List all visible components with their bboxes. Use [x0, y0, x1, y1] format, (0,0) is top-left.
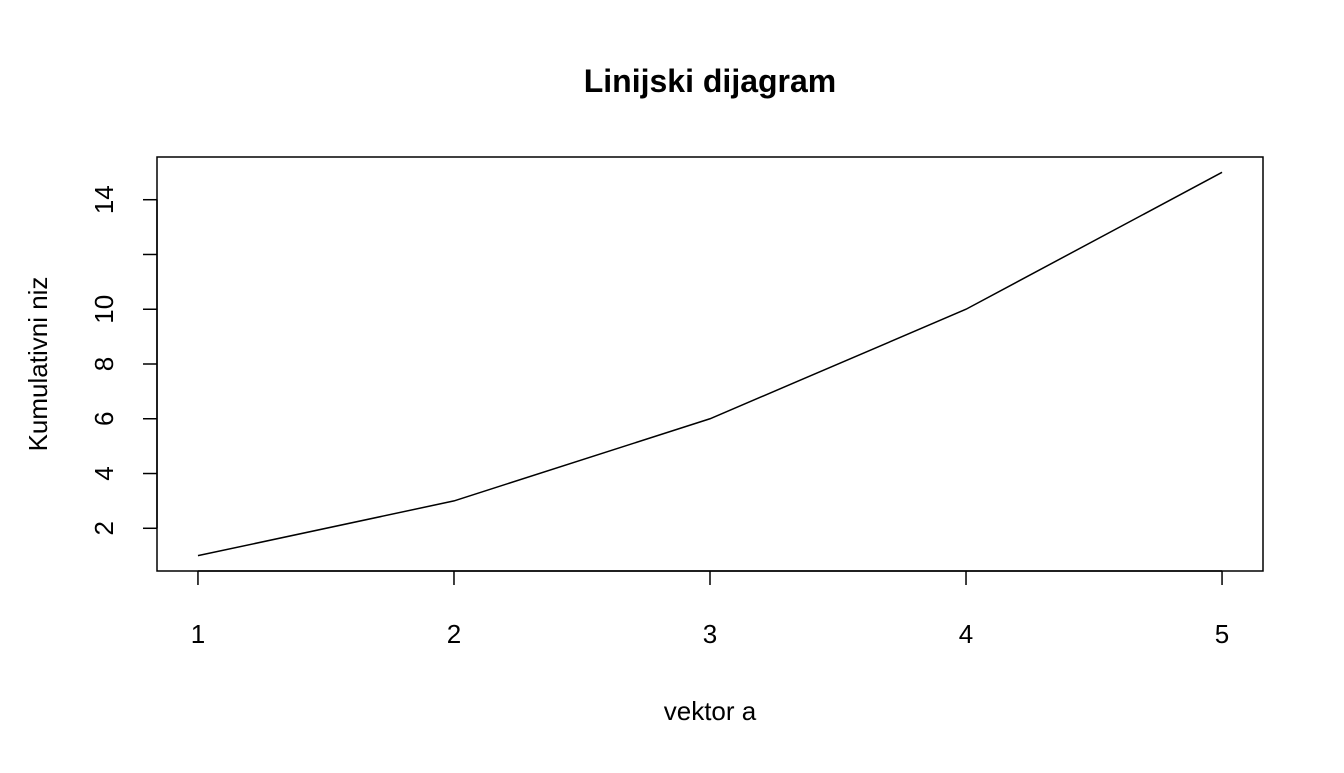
x-tick-label: 4	[959, 619, 973, 649]
x-tick-label: 2	[447, 619, 461, 649]
y-tick-label: 4	[89, 466, 119, 480]
x-tick-label: 1	[191, 619, 205, 649]
y-tick-label: 6	[89, 412, 119, 426]
y-tick-label: 8	[89, 357, 119, 371]
x-tick-label: 5	[1215, 619, 1229, 649]
y-tick-label: 2	[89, 521, 119, 535]
y-tick-label: 10	[89, 295, 119, 324]
x-axis-label: vektor a	[664, 696, 757, 726]
y-tick-label: 14	[89, 185, 119, 214]
chart-title: Linijski dijagram	[584, 63, 837, 99]
y-axis-label: Kumulativni niz	[23, 277, 53, 452]
series-line	[197, 171, 1223, 557]
x-tick-label: 3	[703, 619, 717, 649]
y-axis: 2 4 6 8 10 14	[89, 185, 158, 536]
x-axis: 1 2 3 4 5	[191, 570, 1229, 649]
plot-box	[156, 156, 1264, 572]
